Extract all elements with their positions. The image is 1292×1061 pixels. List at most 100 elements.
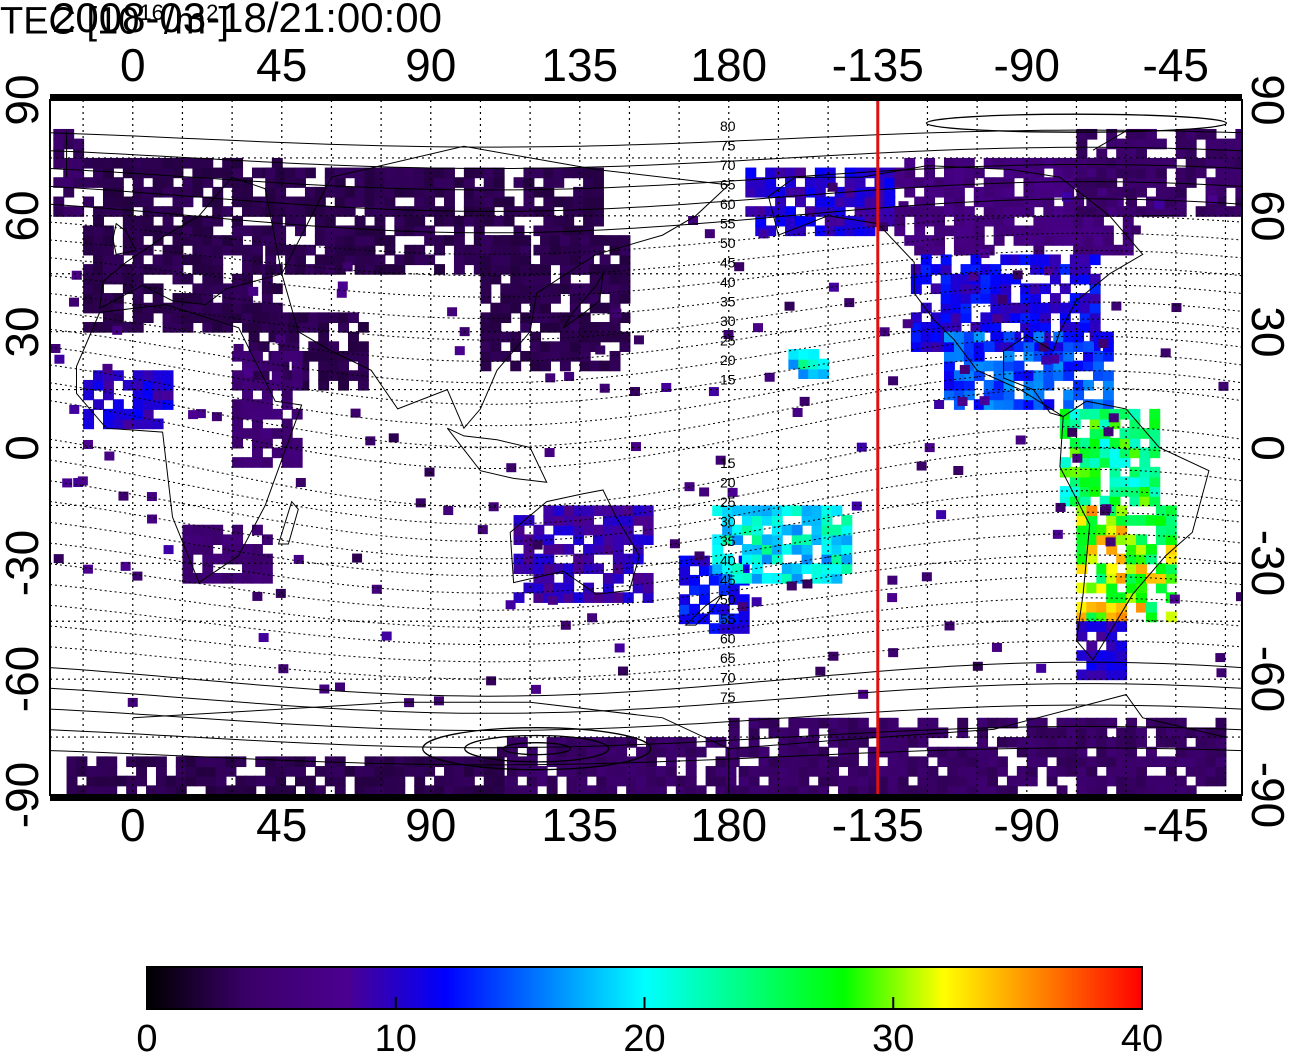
tec-cell [712,505,724,517]
tec-cell [136,775,148,787]
tec-cell [520,244,532,256]
bottom-tick-label: 180 [690,799,768,851]
tec-cell [182,524,194,536]
tec-cell [579,331,591,343]
tec-cell [902,319,913,329]
tec-cell [808,368,820,379]
tec-cell [907,785,919,795]
tec-cell [162,370,174,381]
tec-cell [523,186,535,198]
tec-cell [934,177,945,188]
tec-cell [775,196,787,208]
tec-cell [182,553,194,565]
tec-cell [473,215,485,227]
tec-cell [1205,177,1217,188]
tec-cell [1116,553,1128,565]
tec-cell [354,177,366,188]
contour-label: 50 [720,235,736,251]
tec-cell [1155,167,1167,179]
tec-cell [205,785,217,795]
tec-cell [543,553,555,565]
tec-cell [1116,157,1128,169]
tec-cell [1069,293,1081,304]
tec-cell [944,370,955,381]
tec-cell [630,442,641,452]
tec-cell [295,206,306,217]
tec-cell [1136,601,1147,613]
tec-cell [646,766,657,777]
tec-cell [778,737,790,748]
tec-cell [483,167,495,179]
tec-cell [453,254,465,266]
tec-cell [950,322,962,333]
tec-cell [997,294,1008,304]
tec-cell [953,215,965,227]
tec-cell [996,737,1008,748]
tec-cell [576,775,588,787]
tec-cell [1036,756,1048,768]
tec-cell [63,167,75,179]
tec-cell [132,571,143,581]
tec-region-antarctica-east [497,737,737,795]
tec-cell [530,273,542,285]
tec-cell [493,775,505,787]
tec-cell [1116,148,1128,159]
tec-cell [192,167,204,179]
tec-cell [1063,186,1075,198]
tec-cell [1049,254,1061,266]
tec-cell [1043,341,1055,352]
tec-cell [348,331,359,343]
top-tick-label: 0 [119,39,146,91]
tec-cell [553,592,565,603]
tec-cell [904,235,916,246]
tec-cell [1175,206,1187,217]
tec-cell [265,206,277,217]
tec-cell [142,215,154,227]
tec-cell [506,775,518,787]
tec-cell [265,186,277,198]
tec-cell [242,360,253,372]
tec-cell [1026,717,1038,729]
tec-cell [795,215,806,227]
tec-cell [934,400,945,410]
tec-cell [1059,495,1071,507]
tec-cell [689,584,700,596]
tec-cell [1126,775,1138,787]
tec-cell [132,389,144,401]
tec-cell [1079,302,1091,314]
tec-cell [473,186,485,198]
tec-cell [1013,399,1025,410]
coastline-antarctica [132,694,1226,795]
tec-cell [904,186,916,198]
tec-cell [1076,186,1088,198]
tec-cell [599,283,611,295]
tec-cell [1013,341,1025,352]
tec-cell [235,756,247,768]
tec-cell [944,206,955,217]
tec-cell [232,186,244,198]
tec-cell [295,225,306,237]
tec-cell [708,387,719,397]
tec-cell [665,775,677,787]
tec-cell [947,746,959,758]
tec-cell [1043,215,1055,227]
tec-cell [990,273,1002,285]
tec-cell [374,167,386,179]
tec-cell [583,592,595,603]
tec-cell [295,196,306,208]
tec-cell [1235,186,1242,198]
tec-cell [1126,544,1138,555]
tec-cell [513,592,525,603]
tec-cell [530,684,541,694]
tec-cell [626,737,638,748]
right-tick-label: -90 [1242,761,1292,829]
tec-cell [63,128,75,140]
tec-cell [953,177,965,188]
tec-cell [556,737,568,748]
tec-cell [106,766,118,777]
tec-cell [1106,196,1118,208]
tec-cell [334,766,346,777]
bottom-tick-label: -135 [831,799,924,851]
tec-cell [463,766,475,777]
tec-cell [778,727,790,739]
